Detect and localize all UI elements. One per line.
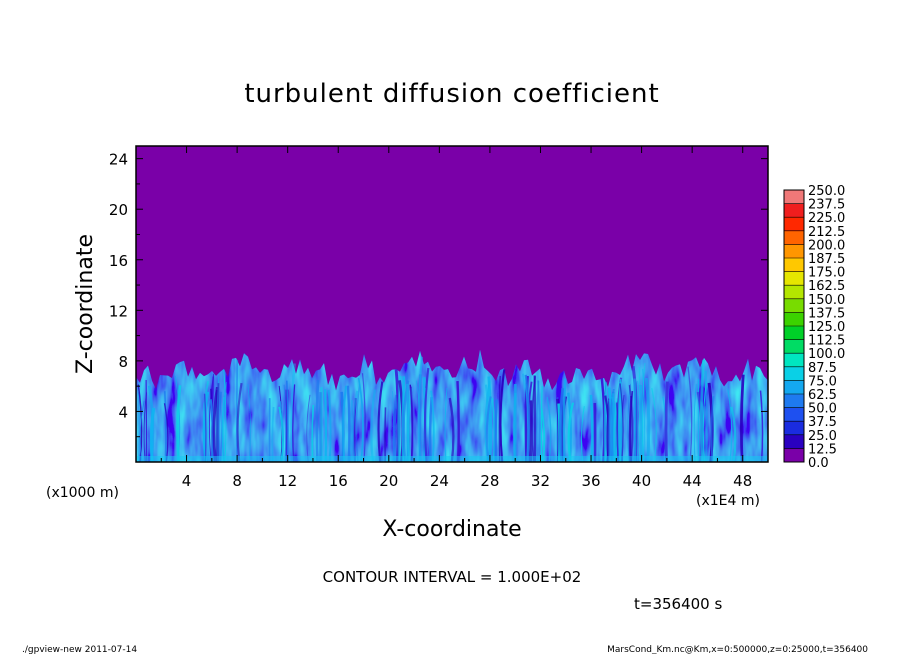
colorbar-swatch: [784, 258, 804, 272]
colorbar-label: 100.0: [808, 347, 845, 362]
plume-streak: [218, 383, 219, 462]
colorbar-label: 187.5: [808, 252, 845, 267]
plume-streak: [666, 382, 667, 462]
x-tick-label: 40: [632, 472, 651, 490]
colorbar-swatch: [784, 353, 804, 367]
x-tick-label: 48: [733, 472, 752, 490]
colorbar-label: 200.0: [808, 238, 845, 253]
plume-streak: [531, 400, 532, 462]
time-label: t=356400 s: [634, 595, 722, 613]
colorbar-swatch: [784, 394, 804, 408]
x-tick-label: 36: [581, 472, 600, 490]
colorbar-label: 162.5: [808, 279, 845, 294]
plume-streak: [458, 381, 459, 462]
plume-streak: [706, 371, 707, 462]
surface-band: [136, 456, 768, 462]
plume-streak: [348, 386, 349, 462]
colorbar-label: 37.5: [808, 415, 837, 430]
colorbar-label: 237.5: [808, 198, 845, 213]
y-tick-label: 4: [118, 403, 128, 421]
y-tick-label: 16: [109, 252, 128, 270]
plume-streak: [139, 392, 140, 462]
colorbar-label: 75.0: [808, 374, 837, 389]
x-tick-label: 12: [278, 472, 297, 490]
colorbar: 0.012.525.037.550.062.575.087.5100.0112.…: [784, 184, 845, 471]
contour-interval: CONTOUR INTERVAL = 1.000E+02: [323, 568, 582, 586]
y-tick-label: 24: [109, 151, 128, 169]
colorbar-swatch: [784, 231, 804, 245]
colorbar-swatch: [784, 408, 804, 422]
colorbar-label: 87.5: [808, 361, 837, 376]
colorbar-swatch: [784, 312, 804, 326]
colorbar-label: 225.0: [808, 211, 845, 226]
colorbar-swatch: [784, 340, 804, 354]
colorbar-label: 125.0: [808, 320, 845, 335]
colorbar-swatch: [784, 421, 804, 435]
footer-left: ./gpview-new 2011-07-14: [22, 645, 137, 654]
x-tick-label: 28: [480, 472, 499, 490]
chart-title: turbulent diffusion coefficient: [244, 79, 659, 109]
colorbar-label: 50.0: [808, 402, 837, 417]
colorbar-swatch: [784, 285, 804, 299]
colorbar-swatch: [784, 299, 804, 313]
x-tick-label: 32: [531, 472, 550, 490]
y-tick-label: 12: [109, 302, 128, 320]
x-tick-label: 16: [329, 472, 348, 490]
colorbar-label: 12.5: [808, 442, 837, 457]
plume-streak: [325, 389, 326, 462]
colorbar-label: 112.5: [808, 334, 845, 349]
x-tick-label: 44: [683, 472, 702, 490]
plume-streak: [564, 378, 565, 462]
y-axis-title: Z-coordinate: [73, 234, 98, 374]
colorbar-label: 137.5: [808, 306, 845, 321]
x-unit-left: (x1000 m): [46, 485, 119, 501]
colorbar-swatch: [784, 244, 804, 258]
y-tick-label: 20: [109, 201, 128, 219]
colorbar-label: 212.5: [808, 225, 845, 240]
x-unit-right: (x1E4 m): [696, 493, 760, 509]
x-tick-label: 20: [379, 472, 398, 490]
colorbar-label: 25.0: [808, 429, 837, 444]
colorbar-label: 62.5: [808, 388, 837, 403]
plume-streak: [317, 380, 318, 462]
footer-right: MarsCond_Km.nc@Km,x=0:500000,z=0:25000,t…: [607, 645, 868, 654]
x-axis-title: X-coordinate: [382, 517, 521, 542]
colorbar-swatch: [784, 448, 804, 462]
colorbar-label: 150.0: [808, 293, 845, 308]
x-tick-label: 24: [430, 472, 449, 490]
colorbar-swatch: [784, 217, 804, 231]
colorbar-label: 175.0: [808, 266, 845, 281]
colorbar-swatch: [784, 272, 804, 286]
colorbar-label: 0.0: [808, 456, 829, 471]
plume-streak: [591, 395, 592, 462]
x-tick-label: 4: [182, 472, 192, 490]
colorbar-swatch: [784, 326, 804, 340]
colorbar-swatch: [784, 190, 804, 204]
plume-streak: [641, 385, 642, 462]
colorbar-swatch: [784, 435, 804, 449]
colorbar-swatch: [784, 380, 804, 394]
colorbar-label: 250.0: [808, 184, 845, 199]
y-tick-label: 8: [118, 353, 128, 371]
colorbar-swatch: [784, 204, 804, 218]
plume-streak: [496, 399, 497, 462]
x-tick-label: 8: [232, 472, 242, 490]
colorbar-swatch: [784, 367, 804, 381]
